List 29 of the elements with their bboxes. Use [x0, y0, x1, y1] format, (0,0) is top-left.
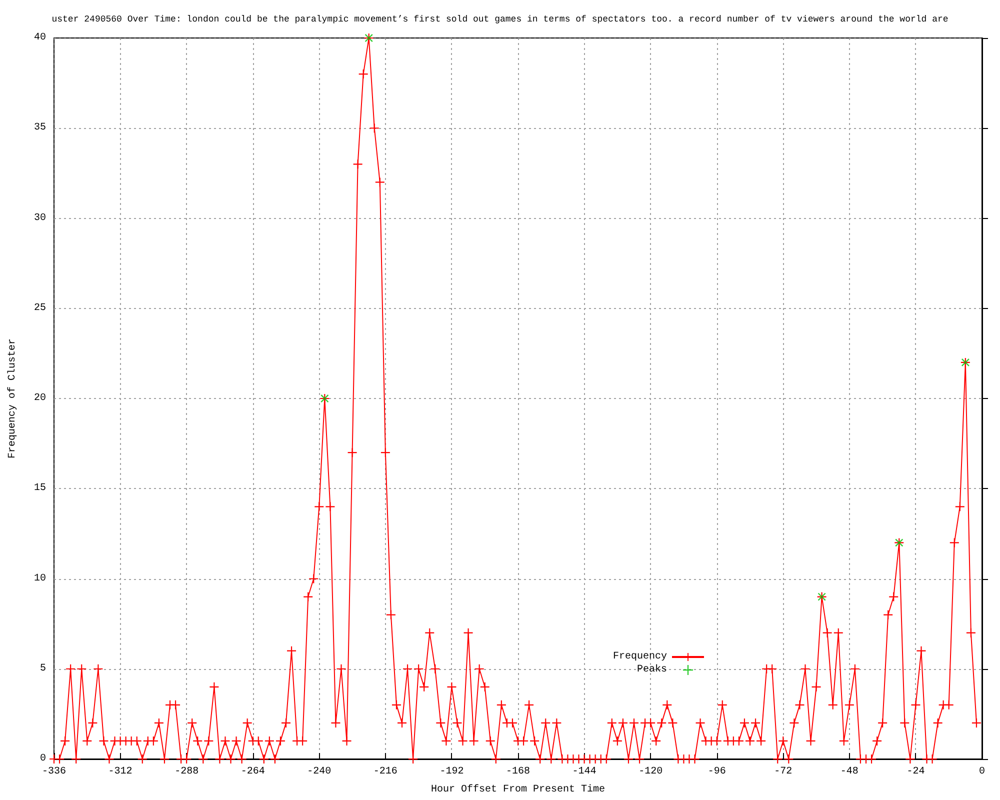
x-tick-label: -24 [906, 766, 925, 778]
y-tick-label: 30 [34, 212, 46, 224]
x-tick-label: -336 [42, 766, 66, 778]
x-tick-label: -144 [572, 766, 596, 778]
x-tick-label: -312 [108, 766, 132, 778]
y-tick-label: 10 [34, 573, 46, 584]
x-tick-label: -240 [307, 766, 332, 778]
y-tick-label: 15 [34, 483, 46, 494]
x-tick-label: -48 [840, 766, 858, 778]
x-tick-label: -288 [174, 766, 199, 778]
y-tick-label: 0 [40, 754, 46, 764]
x-axis-title: Hour Offset From Present Time [430, 784, 606, 796]
x-tick-label: -120 [638, 766, 663, 778]
x-tick-label: -192 [440, 766, 464, 778]
legend-label: Frequency [612, 652, 667, 662]
chart-title: uster 2490560 Over Time: london could be the paralympic movement’s first sold out games in terms of spectators too. a record number of tv viewers around the world are [52, 14, 948, 24]
x-tick-label: -72 [774, 766, 792, 778]
y-tick-label: 5 [40, 663, 46, 674]
y-tick-label: 35 [34, 122, 46, 134]
y-axis-title: Frequency of Cluster [6, 338, 18, 459]
x-tick-label: -264 [240, 766, 265, 778]
y-tick-label: 40 [34, 32, 46, 44]
x-tick-label: -96 [708, 766, 726, 778]
y-tick-label: 25 [34, 302, 46, 314]
x-tick-label: 0 [978, 766, 986, 778]
x-tick-label: -216 [373, 766, 398, 778]
legend-label: Peaks [636, 664, 667, 676]
y-tick-label: 20 [34, 393, 46, 404]
x-tick-label: -168 [506, 766, 530, 778]
